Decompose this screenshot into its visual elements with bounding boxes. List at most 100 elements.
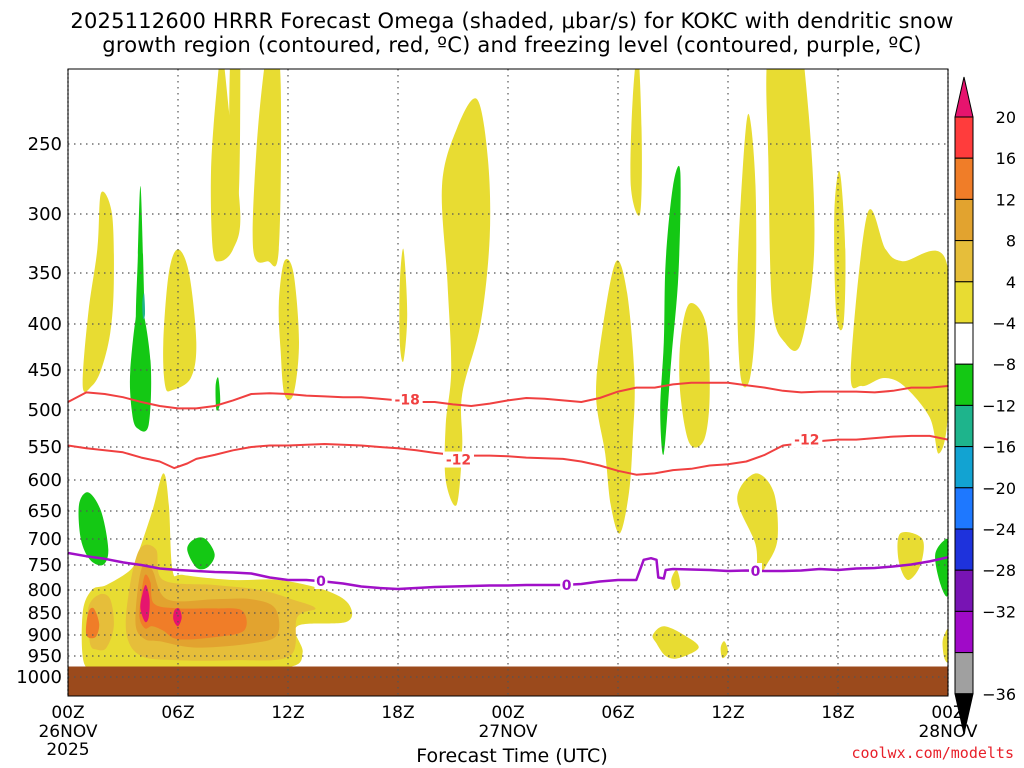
colorbar-label-13: −36	[982, 685, 1016, 704]
omega-region-36	[142, 293, 146, 320]
contour-label-bg-1	[443, 451, 474, 468]
colorbar-label-11: −28	[982, 561, 1016, 580]
contour-label-0: -18	[395, 393, 420, 409]
omega-region-11	[679, 302, 710, 448]
omega-region-26	[85, 607, 100, 639]
contour-line-0	[68, 381, 948, 410]
contour-line-3	[68, 551, 948, 591]
colorbar-swatch-10	[954, 528, 974, 571]
y-tick-label-900: 900	[28, 625, 62, 646]
contour-label-bg-0	[391, 391, 423, 408]
omega-region-7	[399, 248, 408, 363]
chart-title-line1: 2025112600 HRRR Forecast Omega (shaded, …	[70, 9, 954, 33]
x-tick-date-24: 27NOV	[478, 722, 537, 742]
y-tick-label-650: 650	[28, 501, 62, 522]
y-tick-label-700: 700	[28, 529, 62, 550]
colorbar-swatch-11	[954, 569, 974, 612]
omega-region-3	[210, 69, 241, 262]
omega-region-21	[942, 629, 948, 663]
x-axis-label: Forecast Time (UTC)	[416, 745, 608, 767]
colorbar: 20 16 12 8 4 −4 −8 −12 −16 −20 −24 −28 −32 −36	[954, 76, 1016, 734]
colorbar-label-10: −24	[982, 520, 1016, 539]
omega-region-14	[834, 171, 846, 331]
y-tick-label-300: 300	[28, 204, 62, 225]
colorbar-label-2: 12	[996, 190, 1016, 209]
omega-shading	[78, 69, 948, 669]
y-tick-label-250: 250	[28, 134, 62, 155]
colorbar-swatch-0	[954, 116, 974, 159]
omega-region-20	[897, 532, 924, 581]
contour-lines: -18 -12 -12 0 0 0	[68, 381, 948, 594]
omega-region-5	[252, 69, 282, 267]
contour-label-1: -12	[446, 453, 471, 469]
colorbar-swatch-9	[954, 487, 974, 530]
colorbar-label-7: −12	[982, 396, 1016, 415]
contour-label-bg-4	[560, 577, 574, 593]
y-tick-label-550: 550	[28, 437, 62, 458]
omega-region-4	[229, 69, 241, 215]
omega-region-25	[139, 574, 247, 640]
y-axis: 2503003504004505005506006507007508008509…	[16, 134, 62, 688]
chart-title-line2: growth region (contoured, red, ºC) and f…	[102, 33, 922, 57]
x-tick-label-0: 00Z	[51, 703, 84, 723]
omega-region-28	[173, 608, 182, 627]
colorbar-label-8: −16	[982, 438, 1016, 457]
x-tick-label-6: 06Z	[161, 703, 194, 723]
omega-region-18	[671, 569, 681, 591]
omega-region-30	[129, 303, 152, 432]
x-tick-label-36: 12Z	[711, 703, 744, 723]
omega-region-33	[215, 377, 221, 411]
colorbar-swatch-8	[954, 446, 974, 489]
omega-region-9	[595, 260, 635, 534]
colorbar-label-5: −4	[992, 314, 1016, 333]
colorbar-swatch-13	[954, 652, 974, 695]
colorbar-label-3: 8	[1006, 232, 1016, 251]
contour-label-bg-5	[749, 563, 762, 579]
x-tick-label-30: 06Z	[601, 703, 634, 723]
x-tick-label-24: 00Z	[491, 703, 524, 723]
omega-region-17	[652, 626, 699, 659]
colorbar-swatch-2	[954, 198, 974, 242]
omega-region-32	[187, 537, 215, 570]
omega-region-19	[720, 641, 729, 659]
omega-region-6	[278, 258, 299, 400]
colorbar-label-12: −32	[982, 602, 1016, 621]
colorbar-swatch-6	[954, 363, 974, 406]
x-tick-label-18: 18Z	[381, 703, 414, 723]
colorbar-label-0: 20	[996, 108, 1016, 127]
y-tick-label-950: 950	[28, 646, 62, 667]
y-tick-label-600: 600	[28, 470, 62, 491]
y-tick-label-750: 750	[28, 555, 62, 576]
omega-region-35	[935, 538, 948, 597]
x-tick-date-48: 28NOV	[918, 722, 977, 742]
colorbar-label-4: 4	[1006, 273, 1016, 292]
colorbar-swatch-4	[954, 281, 974, 324]
colorbar-label-6: −8	[992, 355, 1016, 374]
contour-label-bg-3	[314, 573, 328, 589]
y-tick-label-350: 350	[28, 263, 62, 284]
colorbar-swatch-3	[954, 240, 974, 283]
omega-region-31	[78, 492, 109, 566]
plot-frame	[67, 68, 949, 697]
colorbar-label-1: 16	[996, 149, 1016, 168]
colorbar-bottom-arrow	[954, 693, 974, 734]
colorbar-swatch-5	[954, 322, 974, 365]
omega-region-10	[630, 69, 642, 216]
y-tick-label-400: 400	[28, 314, 62, 335]
y-tick-label-500: 500	[28, 400, 62, 421]
omega-region-1	[82, 191, 114, 392]
x-tick-label-12: 12Z	[271, 703, 304, 723]
y-tick-label-850: 850	[28, 603, 62, 624]
omega-region-34	[660, 165, 681, 455]
omega-region-15	[850, 209, 948, 454]
colorbar-swatch-1	[954, 157, 974, 200]
contour-label-bg-2	[791, 431, 823, 448]
omega-region-2	[163, 249, 197, 392]
x-tick-label-48: 00Z	[931, 703, 964, 723]
colorbar-label-9: −20	[982, 479, 1016, 498]
y-tick-label-1000: 1000	[16, 667, 62, 688]
omega-region-13	[766, 69, 815, 351]
colorbar-swatch-7	[954, 404, 974, 448]
credit-link[interactable]: coolwx.com/modelts	[851, 744, 1014, 762]
